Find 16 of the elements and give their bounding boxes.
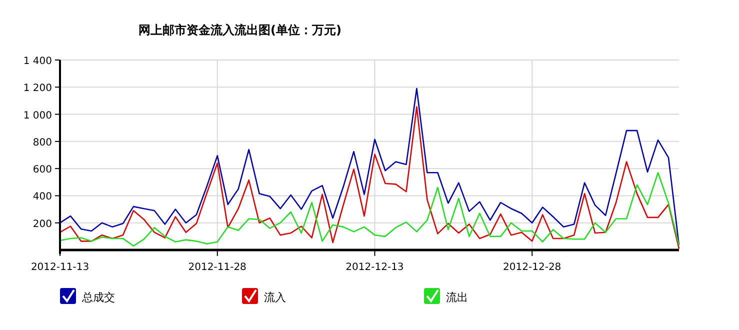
x-tick-label: 2012-11-28 [188, 262, 246, 273]
y-tick-label: 600 [32, 164, 52, 176]
legend-label: 流出 [446, 291, 468, 304]
y-tick-label: 1 200 [23, 83, 52, 94]
y-tick-label: 400 [32, 192, 52, 203]
x-tick-label: 2012-12-28 [503, 262, 562, 273]
x-tick-label: 2012-11-13 [30, 262, 90, 273]
legend-label: 流入 [264, 291, 286, 304]
y-tick-label: 1 400 [23, 56, 52, 67]
x-tick-label: 2012-12-13 [346, 262, 404, 273]
legend-label: 总成交 [81, 291, 115, 304]
chart-title: 网上邮市资金流入流出图(单位：万元) [138, 23, 342, 37]
line-series [59, 172, 680, 247]
y-tick-label: 200 [32, 218, 52, 230]
y-tick-label: 800 [32, 137, 52, 148]
y-tick-label: 1 000 [23, 110, 52, 122]
